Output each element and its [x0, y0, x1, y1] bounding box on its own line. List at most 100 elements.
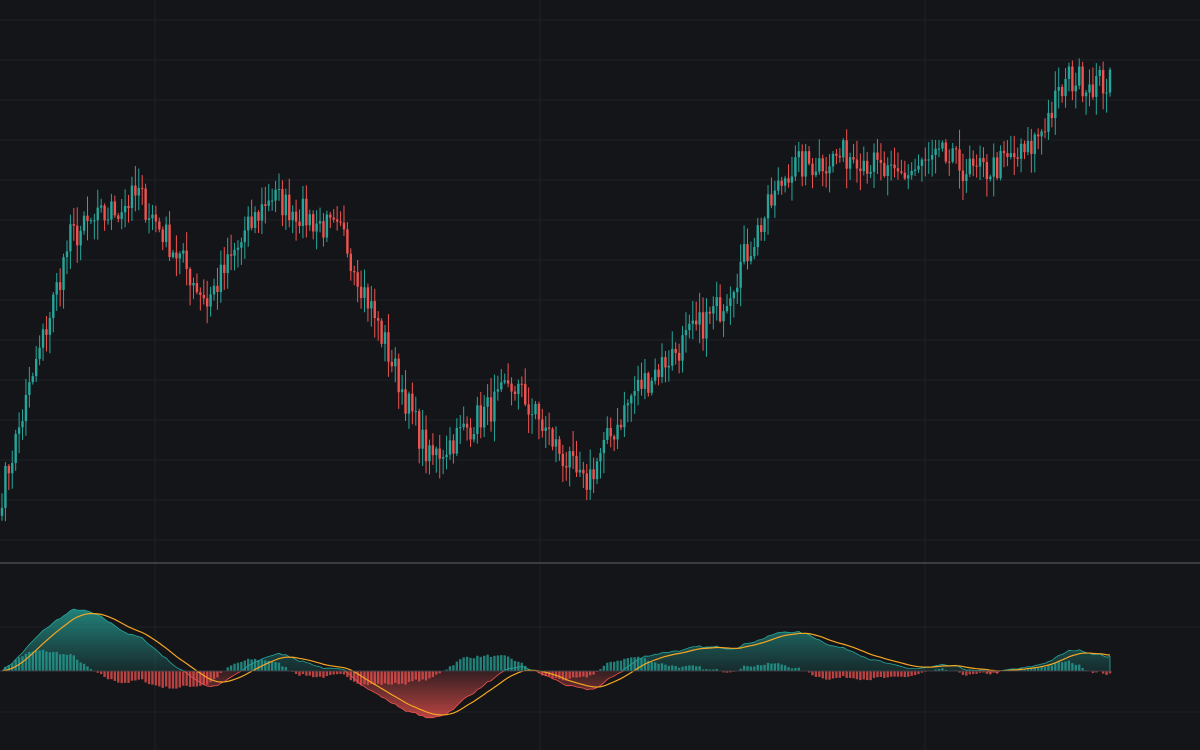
macd-histogram-bar	[814, 671, 818, 678]
candle	[274, 180, 277, 213]
candle-body	[585, 473, 588, 490]
candle-body	[356, 272, 359, 287]
macd-histogram-bar	[438, 671, 441, 674]
candle	[630, 393, 633, 422]
candle-body	[435, 448, 438, 456]
candle	[855, 140, 859, 183]
candle	[383, 324, 387, 362]
candle-body	[1057, 86, 1060, 91]
macd-histogram-bar	[958, 671, 961, 673]
candle-body	[927, 159, 930, 161]
candle-body	[205, 298, 209, 307]
candle-body	[288, 194, 291, 221]
macd-histogram-bar	[578, 671, 582, 678]
macd-histogram-bar	[359, 671, 363, 686]
candle	[339, 211, 342, 227]
candle-body	[660, 357, 664, 378]
macd-histogram-bar	[691, 665, 694, 671]
candle-body	[653, 369, 657, 381]
candle-body	[407, 393, 411, 414]
macd-histogram-bar	[281, 666, 284, 671]
macd-histogram-bar	[790, 668, 794, 671]
macd-histogram-bar	[462, 657, 465, 671]
candle-body	[48, 317, 52, 335]
candle	[773, 180, 777, 218]
candle-body	[722, 311, 725, 322]
candle	[954, 145, 958, 164]
macd-histogram-bar	[701, 669, 705, 671]
macd-histogram-bar	[178, 671, 182, 688]
macd-histogram-bar	[1095, 671, 1098, 673]
macd-histogram-bar	[554, 671, 558, 679]
candle	[756, 217, 759, 256]
candle	[342, 205, 346, 236]
candle-body	[291, 211, 294, 221]
candle-body	[394, 358, 397, 367]
macd-histogram-bar	[349, 671, 353, 681]
candle	[575, 440, 578, 477]
candle	[893, 147, 896, 178]
candle-body	[226, 254, 229, 274]
candle	[869, 165, 872, 179]
macd-histogram-bar	[513, 660, 517, 671]
candle-body	[643, 373, 647, 389]
macd-histogram-bar	[113, 671, 117, 681]
price-pane[interactable]	[0, 58, 1112, 522]
macd-histogram-bar	[619, 660, 623, 671]
candle-body	[530, 414, 534, 416]
candle-body	[578, 469, 582, 473]
macd-histogram-bar	[609, 661, 612, 671]
candle-body	[561, 453, 565, 467]
candle-body	[158, 221, 161, 230]
macd-histogram-bar	[722, 671, 725, 673]
macd-histogram-bar	[308, 671, 311, 676]
candle-body	[182, 250, 185, 254]
macd-histogram-bar	[418, 671, 421, 682]
candle	[448, 427, 452, 460]
candle	[619, 419, 623, 431]
candle	[948, 149, 951, 176]
macd-histogram-bar	[749, 666, 753, 671]
candle-body	[568, 451, 571, 468]
macd-histogram-bar	[797, 667, 800, 671]
macd-histogram-bar	[99, 671, 103, 675]
candle	[48, 311, 52, 354]
candle-body	[961, 170, 965, 182]
macd-histogram-bar	[965, 671, 968, 676]
candle-body	[301, 198, 305, 226]
candle	[216, 267, 219, 310]
candle-body	[41, 329, 45, 348]
candle-body	[486, 397, 489, 407]
candle	[845, 129, 848, 189]
candle-body	[612, 436, 616, 440]
macd-histogram-bar	[72, 655, 76, 671]
macd-histogram-bar	[739, 668, 742, 671]
candle-body	[595, 461, 599, 480]
candle-body	[1013, 153, 1016, 158]
candle	[766, 184, 770, 235]
candle-body	[329, 214, 332, 218]
candle	[787, 164, 790, 188]
candle-body	[527, 404, 530, 415]
candle-body	[387, 332, 390, 362]
candle	[472, 427, 476, 443]
candle	[17, 412, 21, 454]
macd-histogram-bar	[824, 671, 828, 680]
candle	[643, 359, 647, 400]
macd-pane[interactable]	[0, 608, 1112, 719]
candle-body	[1006, 153, 1009, 157]
candle	[24, 378, 28, 436]
candle-body	[370, 301, 373, 309]
macd-histogram-bar	[599, 669, 602, 671]
candle	[99, 198, 103, 213]
candle-body	[688, 323, 691, 331]
candle	[633, 376, 636, 414]
candle-body	[684, 330, 688, 336]
macd-histogram-bar	[144, 671, 147, 683]
candle-body	[35, 358, 38, 377]
candle	[1088, 69, 1091, 107]
macd-histogram-bar	[650, 662, 653, 671]
candle	[229, 234, 233, 271]
macd-histogram-bar	[431, 671, 435, 678]
macd-histogram-bar	[151, 671, 154, 685]
